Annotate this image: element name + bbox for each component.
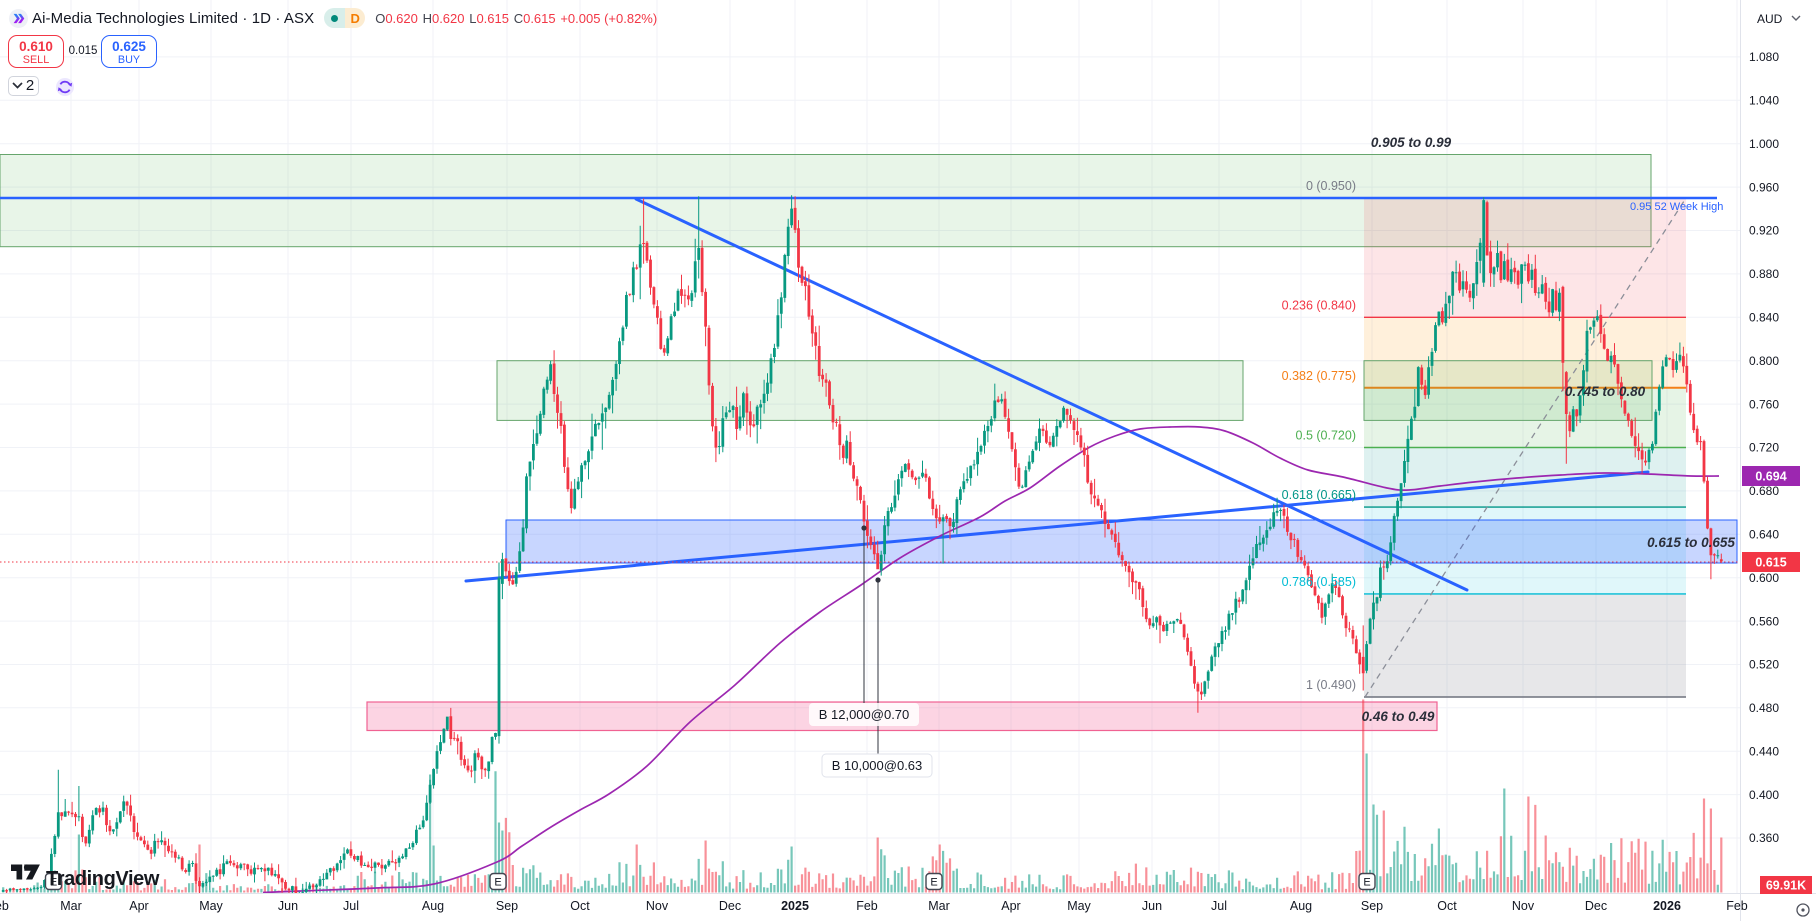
svg-text:Feb: Feb: [1726, 899, 1748, 913]
svg-text:Nov: Nov: [646, 899, 669, 913]
svg-text:0.236 (0.840): 0.236 (0.840): [1282, 298, 1356, 312]
svg-text:1.080: 1.080: [1749, 50, 1779, 64]
svg-text:0.694: 0.694: [1755, 470, 1786, 484]
svg-text:B 10,000@0.63: B 10,000@0.63: [832, 758, 923, 773]
svg-text:Apr: Apr: [129, 899, 148, 913]
svg-text:Jun: Jun: [1142, 899, 1162, 913]
svg-text:Jul: Jul: [1211, 899, 1227, 913]
svg-text:1.000: 1.000: [1749, 137, 1779, 151]
svg-text:0.400: 0.400: [1749, 788, 1779, 802]
svg-text:0.615 to 0.655: 0.615 to 0.655: [1647, 535, 1735, 550]
svg-text:0.745 to 0.80: 0.745 to 0.80: [1565, 384, 1646, 399]
svg-text:1 (0.490): 1 (0.490): [1306, 678, 1356, 692]
svg-text:Sep: Sep: [1361, 899, 1383, 913]
svg-text:E: E: [50, 877, 57, 889]
svg-text:TradingView: TradingView: [46, 868, 160, 890]
svg-text:0.680: 0.680: [1749, 484, 1779, 498]
svg-text:Feb: Feb: [856, 899, 878, 913]
svg-text:Dec: Dec: [1585, 899, 1607, 913]
svg-text:0.640: 0.640: [1749, 528, 1779, 542]
svg-text:Aug: Aug: [422, 899, 444, 913]
svg-text:2026: 2026: [1653, 899, 1681, 913]
svg-text:0.46 to 0.49: 0.46 to 0.49: [1362, 709, 1435, 724]
svg-text:Sep: Sep: [496, 899, 518, 913]
svg-text:Apr: Apr: [1001, 899, 1020, 913]
svg-text:Oct: Oct: [1437, 899, 1457, 913]
svg-text:0.905 to 0.99: 0.905 to 0.99: [1371, 135, 1452, 150]
svg-text:0.800: 0.800: [1749, 354, 1779, 368]
svg-text:May: May: [1067, 899, 1091, 913]
svg-text:Jun: Jun: [278, 899, 298, 913]
svg-text:0.840: 0.840: [1749, 311, 1779, 325]
svg-text:Mar: Mar: [60, 899, 82, 913]
svg-text:2025: 2025: [781, 899, 809, 913]
svg-text:Jul: Jul: [343, 899, 359, 913]
svg-text:Nov: Nov: [1512, 899, 1535, 913]
svg-text:B 12,000@0.70: B 12,000@0.70: [819, 707, 910, 722]
svg-text:0.560: 0.560: [1749, 614, 1779, 628]
svg-text:Dec: Dec: [719, 899, 741, 913]
svg-text:0.618 (0.665): 0.618 (0.665): [1282, 488, 1356, 502]
svg-text:0 (0.950): 0 (0.950): [1306, 179, 1356, 193]
svg-text:1.040: 1.040: [1749, 94, 1779, 108]
svg-text:0.520: 0.520: [1749, 658, 1779, 672]
svg-text:0.720: 0.720: [1749, 441, 1779, 455]
svg-text:0.5 (0.720): 0.5 (0.720): [1296, 429, 1356, 443]
svg-text:0.960: 0.960: [1749, 180, 1779, 194]
svg-text:E: E: [930, 877, 937, 889]
svg-text:0.382 (0.775): 0.382 (0.775): [1282, 369, 1356, 383]
svg-text:0.786 (0.585): 0.786 (0.585): [1282, 575, 1356, 589]
svg-text:AUD: AUD: [1757, 12, 1783, 26]
svg-text:Mar: Mar: [928, 899, 950, 913]
svg-text:Feb: Feb: [0, 899, 9, 913]
svg-text:Oct: Oct: [570, 899, 590, 913]
svg-text:0.920: 0.920: [1749, 224, 1779, 238]
svg-text:E: E: [1363, 877, 1370, 889]
svg-text:May: May: [199, 899, 223, 913]
svg-text:0.760: 0.760: [1749, 397, 1779, 411]
svg-text:0.360: 0.360: [1749, 831, 1779, 845]
svg-text:0.615: 0.615: [1755, 556, 1786, 570]
svg-text:0.600: 0.600: [1749, 571, 1779, 585]
svg-text:Aug: Aug: [1290, 899, 1312, 913]
svg-text:E: E: [494, 877, 501, 889]
svg-text:69.91K: 69.91K: [1766, 879, 1806, 893]
svg-text:0.480: 0.480: [1749, 701, 1779, 715]
svg-text:0.880: 0.880: [1749, 267, 1779, 281]
svg-text:0.95 52 Week High: 0.95 52 Week High: [1630, 201, 1723, 213]
svg-text:0.440: 0.440: [1749, 744, 1779, 758]
